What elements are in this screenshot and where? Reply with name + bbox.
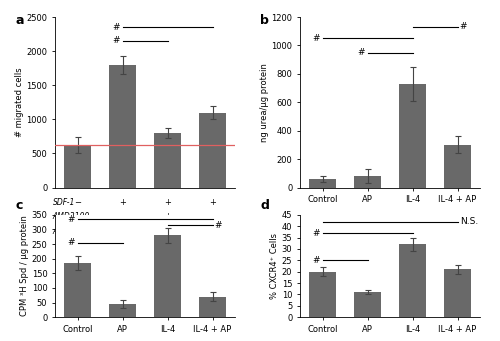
Text: −: − [164, 227, 171, 236]
Bar [399, 84, 426, 188]
Bar [444, 269, 471, 317]
Text: SDF-1: SDF-1 [53, 198, 75, 207]
Bar [354, 292, 381, 317]
Text: −: − [74, 198, 81, 207]
Text: d: d [260, 199, 270, 212]
Y-axis label: % CXCR4⁺ Cells: % CXCR4⁺ Cells [270, 233, 279, 299]
Text: #: # [215, 221, 222, 229]
Text: −: − [74, 212, 81, 221]
Text: a: a [16, 14, 24, 27]
Text: +: + [119, 198, 126, 207]
Bar [109, 65, 136, 188]
Text: +: + [164, 198, 171, 207]
Text: b: b [260, 14, 270, 27]
Bar [109, 304, 136, 317]
Text: c: c [16, 199, 23, 212]
Text: +: + [209, 227, 216, 236]
Bar [64, 145, 91, 188]
Y-axis label: CPM ³H Spd / µg protein: CPM ³H Spd / µg protein [20, 216, 28, 316]
Text: −: − [74, 227, 81, 236]
Bar [199, 297, 226, 317]
Bar [154, 235, 181, 317]
Text: AMD3100: AMD3100 [53, 212, 90, 221]
Text: #: # [68, 238, 75, 247]
Text: +: + [164, 212, 171, 221]
Text: #: # [313, 256, 320, 265]
Text: #: # [68, 215, 75, 224]
Bar [354, 176, 381, 188]
Text: −: − [209, 212, 216, 221]
Text: N.S.: N.S. [460, 217, 478, 226]
Bar [199, 113, 226, 188]
Text: −: − [119, 227, 126, 236]
Text: −: − [119, 212, 126, 221]
Bar [64, 263, 91, 317]
Text: +: + [209, 198, 216, 207]
Text: #: # [313, 228, 320, 238]
Bar [444, 145, 471, 188]
Text: AP: AP [53, 227, 62, 236]
Text: #: # [113, 36, 120, 45]
Text: #: # [460, 23, 467, 31]
Bar [154, 133, 181, 188]
Text: #: # [358, 48, 365, 57]
Bar [399, 244, 426, 317]
Y-axis label: ng urea/µg protein: ng urea/µg protein [260, 63, 268, 142]
Bar [309, 272, 336, 317]
Bar [309, 179, 336, 188]
Text: #: # [313, 34, 320, 43]
Y-axis label: # migrated cells: # migrated cells [14, 68, 24, 137]
Text: #: # [113, 23, 120, 32]
